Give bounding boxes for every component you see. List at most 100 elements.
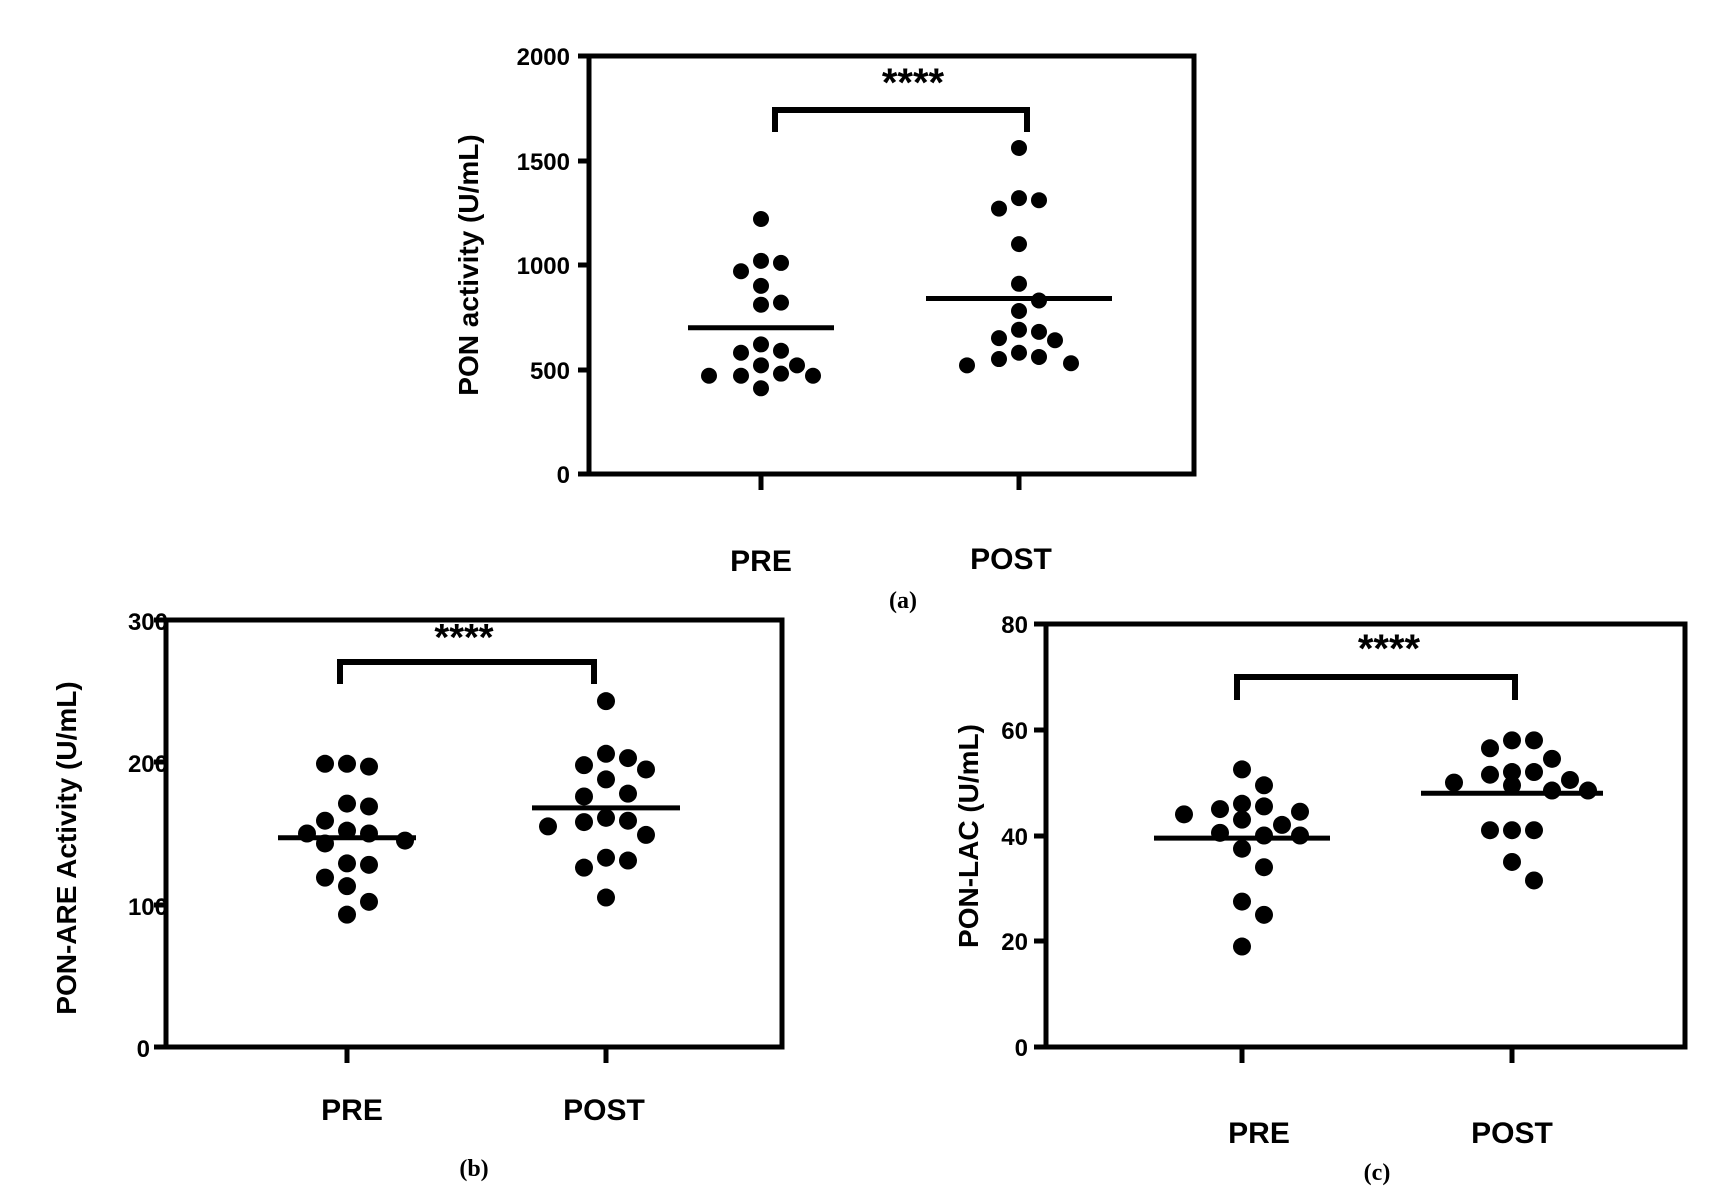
data-point-pre	[753, 380, 769, 397]
data-point-post	[991, 200, 1007, 217]
data-point-pre	[360, 892, 378, 911]
panel-b: 300 200 100 0 PON-ARE Activity (U/mL) PR…	[51, 609, 785, 1182]
data-point-post	[1525, 821, 1543, 840]
data-point-pre	[1291, 802, 1309, 821]
panel-c-x-tick-label-post: POST	[1471, 1117, 1553, 1150]
data-point-pre	[338, 794, 356, 813]
panel-b-x-tick-label-pre: PRE	[321, 1094, 383, 1127]
data-point-post	[575, 756, 593, 775]
panel-b-y-axis-label: PON-ARE Activity (U/mL)	[51, 681, 82, 1014]
panel-b-points	[278, 692, 680, 924]
panel-c-significance-label: ****	[1358, 627, 1421, 671]
panel-c-ytick-label: 80	[1001, 612, 1028, 639]
data-point-post	[1481, 821, 1499, 840]
data-point-post	[539, 817, 557, 836]
panel-c-frame	[1043, 621, 1688, 1050]
panel-c-x-tick-label-pre: PRE	[1228, 1117, 1290, 1150]
data-point-pre	[338, 754, 356, 773]
panel-c-letter: (c)	[1364, 1160, 1391, 1186]
panel-c-ytick-label: 60	[1001, 718, 1028, 745]
data-point-post	[597, 888, 615, 907]
data-point-post	[1525, 871, 1543, 890]
panel-a-ytick-label: 1000	[517, 253, 570, 280]
data-point-post	[1047, 332, 1063, 349]
data-point-post	[575, 787, 593, 806]
data-point-post	[1503, 731, 1521, 750]
panel-a-y-axis-label: PON activity (U/mL)	[453, 134, 484, 395]
data-point-pre	[753, 252, 769, 269]
data-point-pre	[1273, 815, 1291, 834]
panel-b-frame	[163, 617, 785, 1050]
data-point-pre	[1233, 760, 1251, 779]
panel-b-ytick-label: 300	[128, 609, 168, 636]
data-point-post	[597, 744, 615, 763]
data-point-pre	[360, 757, 378, 776]
panel-b-ytick-label: 200	[128, 751, 168, 778]
data-point-pre	[338, 821, 356, 840]
panel-a-x-tick-label-pre: PRE	[730, 545, 792, 578]
data-point-pre	[773, 294, 789, 311]
data-point-pre	[1291, 826, 1309, 845]
data-point-post	[597, 808, 615, 827]
data-point-pre	[753, 336, 769, 353]
data-point-pre	[396, 831, 414, 850]
data-point-post	[1543, 749, 1561, 768]
data-point-post	[1503, 763, 1521, 782]
data-point-post	[1011, 236, 1027, 253]
data-point-pre	[338, 905, 356, 924]
panel-a-letter: (a)	[889, 588, 917, 614]
data-point-pre	[360, 855, 378, 874]
data-point-post	[575, 858, 593, 877]
data-point-post	[1063, 355, 1079, 372]
data-point-post	[1503, 776, 1521, 795]
data-point-post	[1031, 192, 1047, 209]
panel-a-ytick-label: 500	[530, 358, 570, 385]
panel-c-ytick-label: 40	[1001, 824, 1028, 851]
data-point-pre	[1211, 800, 1229, 819]
data-point-pre	[733, 263, 749, 280]
panel-a-ytick-label: 2000	[517, 44, 570, 71]
data-point-post	[575, 813, 593, 832]
panel-c-y-axis-label: PON-LAC (U/mL)	[953, 724, 984, 948]
panel-a-points	[688, 139, 1112, 397]
data-point-pre	[1233, 794, 1251, 813]
data-point-pre	[805, 367, 821, 384]
panel-c-ytick-label: 20	[1001, 929, 1028, 956]
panel-c: 80 60 40 20 0 PON-LAC (U/mL) PRE POST **…	[953, 612, 1688, 1186]
data-point-pre	[773, 342, 789, 359]
data-point-post	[597, 770, 615, 789]
data-point-post	[1011, 321, 1027, 338]
data-point-post	[1011, 275, 1027, 292]
data-point-post	[637, 760, 655, 779]
data-point-post	[991, 351, 1007, 368]
data-point-post	[619, 811, 637, 830]
data-point-pre	[789, 357, 805, 374]
data-point-pre	[1255, 776, 1273, 795]
panel-a-significance-label: ****	[882, 61, 945, 105]
data-point-pre	[1233, 839, 1251, 858]
panel-b-significance-label: ****	[434, 617, 493, 659]
data-point-pre	[360, 797, 378, 816]
data-point-post	[1445, 773, 1463, 792]
data-point-pre	[753, 277, 769, 294]
data-point-pre	[338, 854, 356, 873]
data-point-post	[1561, 770, 1579, 789]
data-point-pre	[1255, 826, 1273, 845]
data-point-pre	[1175, 805, 1193, 824]
data-point-post	[959, 357, 975, 374]
data-point-post	[1481, 765, 1499, 784]
data-point-pre	[753, 296, 769, 313]
data-point-post	[1525, 731, 1543, 750]
data-point-pre	[1255, 858, 1273, 877]
data-point-post	[619, 851, 637, 870]
panel-a-ytick-label: 1500	[517, 149, 570, 176]
panel-b-ytick-label: 100	[128, 894, 168, 921]
data-point-post	[1579, 781, 1597, 800]
data-point-post	[1011, 190, 1027, 207]
data-point-post	[597, 692, 615, 711]
data-point-pre	[733, 344, 749, 361]
data-point-pre	[753, 211, 769, 228]
panel-a-significance-bracket	[772, 107, 1030, 132]
data-point-pre	[316, 754, 334, 773]
